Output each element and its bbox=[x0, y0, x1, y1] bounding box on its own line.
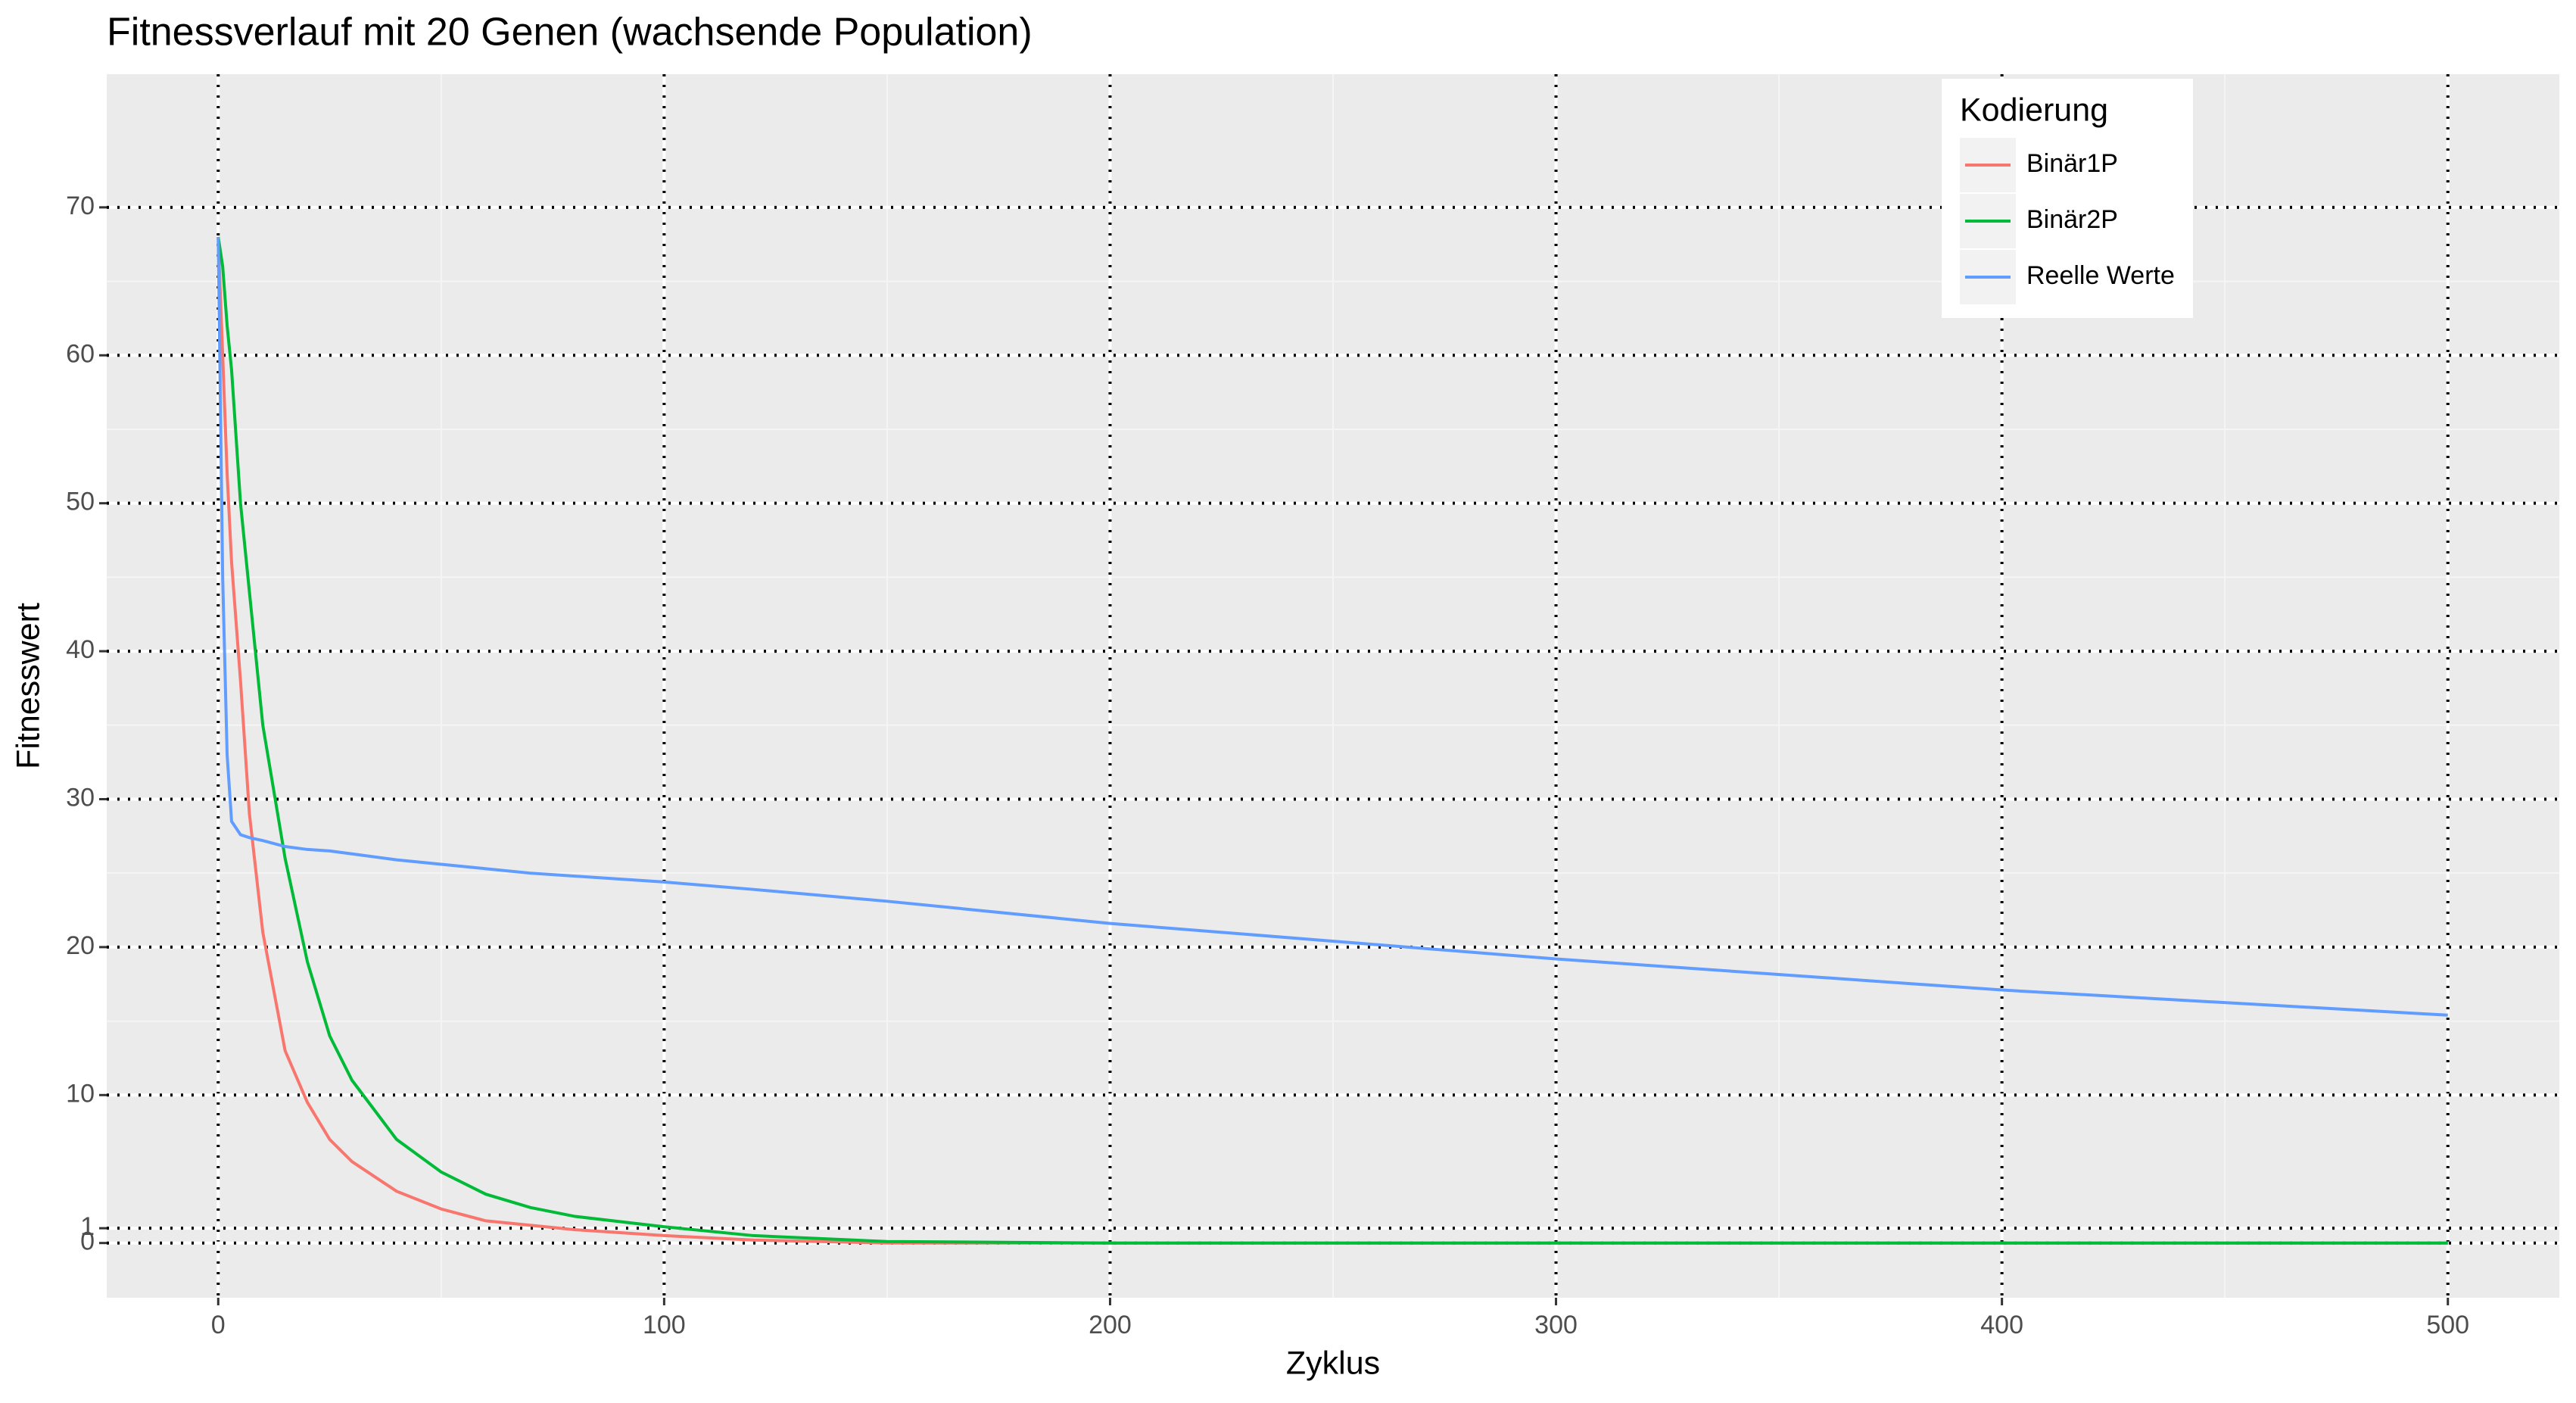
data-line bbox=[216, 236, 2448, 1245]
legend-label: Binär2P bbox=[2026, 205, 2118, 234]
y-tick-label: 60 bbox=[66, 339, 95, 368]
x-tick-label: 400 bbox=[1980, 1311, 2023, 1339]
y-tick-label: 40 bbox=[66, 635, 95, 664]
y-tick-label: 50 bbox=[66, 488, 95, 516]
chart-title: Fitnessverlauf mit 20 Genen (wachsende P… bbox=[107, 11, 1033, 55]
y-tick-label: 20 bbox=[66, 931, 95, 960]
y-axis-title: Fitnesswert bbox=[10, 603, 46, 769]
x-axis-title: Zyklus bbox=[1286, 1345, 1380, 1381]
x-tick-label: 100 bbox=[643, 1311, 686, 1339]
x-tick-label: 300 bbox=[1534, 1311, 1578, 1339]
legend-title: Kodierung bbox=[1960, 92, 2108, 128]
y-tick-label: 0 bbox=[80, 1227, 95, 1256]
x-tick-label: 500 bbox=[2426, 1311, 2469, 1339]
legend-label: Binär1P bbox=[2026, 149, 2118, 178]
y-tick-label: 10 bbox=[66, 1079, 95, 1108]
y-tick-label: 1 bbox=[80, 1212, 95, 1241]
y-tick-label: 70 bbox=[66, 192, 95, 220]
data-line bbox=[216, 236, 2448, 1017]
x-tick-label: 0 bbox=[211, 1311, 226, 1339]
legend-label: Reelle Werte bbox=[2026, 261, 2175, 290]
x-tick-label: 200 bbox=[1089, 1311, 1132, 1339]
y-tick-label: 30 bbox=[66, 783, 95, 812]
